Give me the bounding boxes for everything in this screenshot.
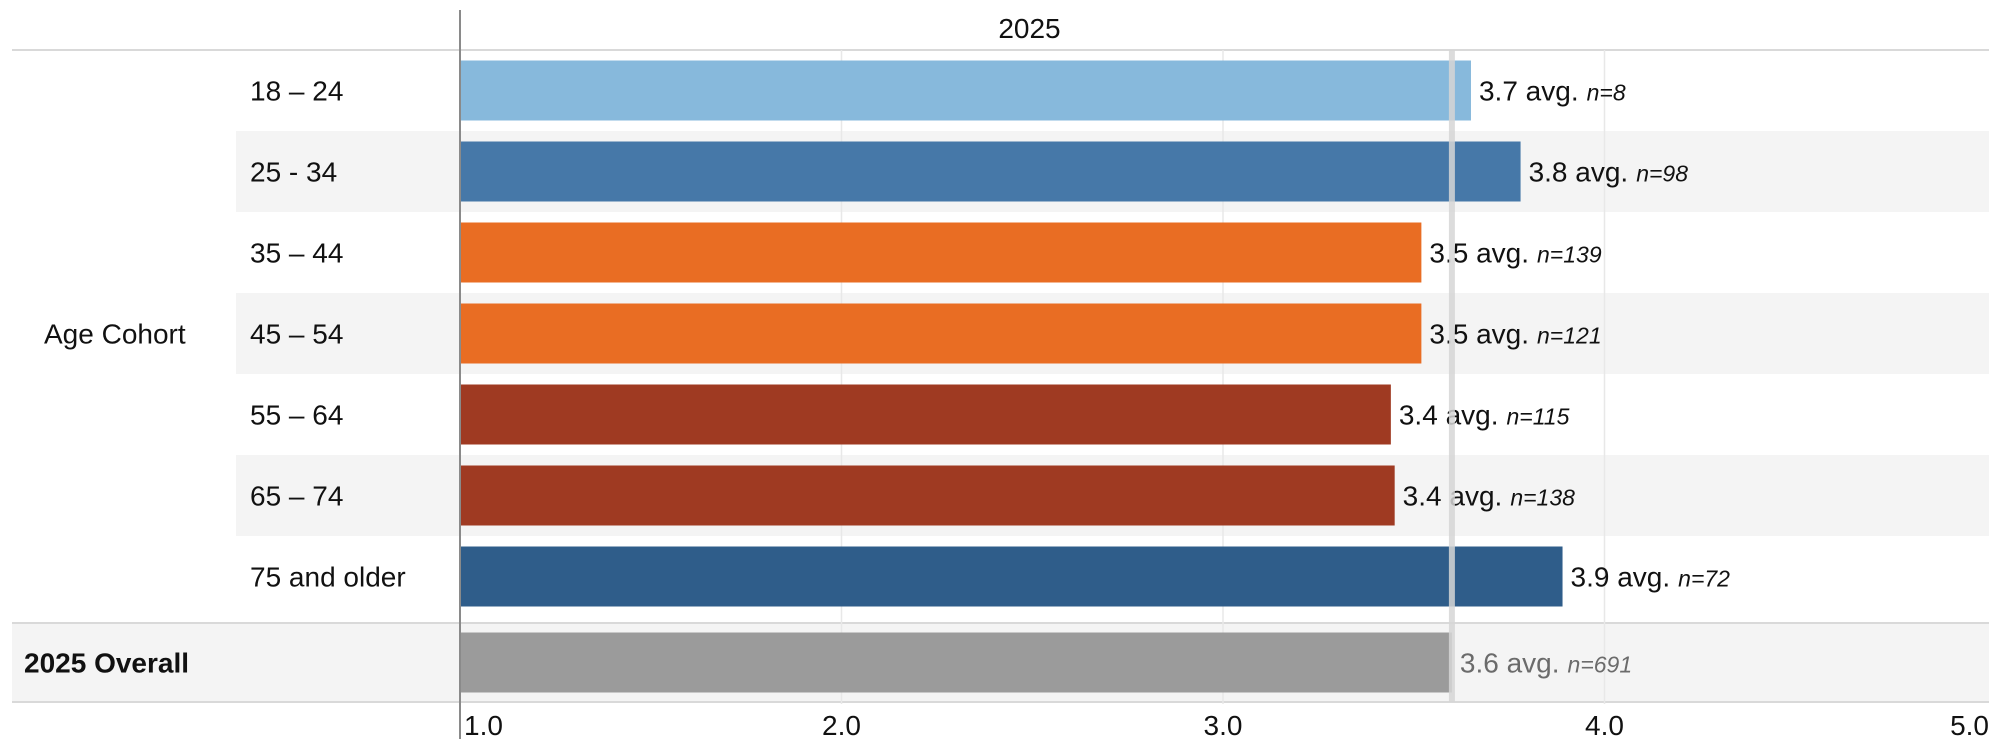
category-label: 65 – 74 — [250, 481, 343, 512]
x-tick-label: 1.0 — [464, 710, 503, 739]
overall-bar — [460, 632, 1452, 693]
value-avg: 3.8 avg. — [1529, 157, 1629, 188]
x-tick-label: 3.0 — [1204, 710, 1243, 739]
value-label: 3.7 avg. n=8 — [1479, 76, 1626, 107]
value-n: n=138 — [1510, 485, 1575, 511]
value-n: n=98 — [1636, 161, 1688, 187]
value-n: n=72 — [1678, 566, 1730, 592]
value-n: n=115 — [1507, 404, 1570, 430]
bar — [460, 465, 1395, 526]
bar — [460, 384, 1391, 445]
overall-label: 2025 Overall — [24, 648, 189, 679]
bar — [460, 303, 1422, 364]
column-header: 2025 — [998, 13, 1060, 44]
category-label: 35 – 44 — [250, 238, 343, 269]
value-label: 3.4 avg. n=138 — [1403, 481, 1575, 512]
value-avg: 3.9 avg. — [1571, 562, 1671, 593]
value-label: 3.8 avg. n=98 — [1529, 157, 1689, 188]
bar — [460, 546, 1563, 607]
overall-value-avg: 3.6 avg. — [1460, 648, 1560, 679]
category-label: 25 - 34 — [250, 157, 337, 188]
category-label: 18 – 24 — [250, 76, 343, 107]
value-avg: 3.5 avg. — [1429, 319, 1529, 350]
bar — [460, 141, 1521, 202]
category-label: 75 and older — [250, 562, 406, 593]
overall-value-n: n=691 — [1568, 652, 1633, 678]
x-tick-label: 2.0 — [822, 710, 861, 739]
value-label: 3.5 avg. n=121 — [1429, 319, 1601, 350]
bar — [460, 222, 1422, 283]
value-label: 3.9 avg. n=72 — [1571, 562, 1731, 593]
value-n: n=8 — [1587, 80, 1626, 106]
value-n: n=139 — [1537, 242, 1602, 268]
bar — [460, 60, 1471, 121]
value-avg: 3.5 avg. — [1429, 238, 1529, 269]
value-avg: 3.4 avg. — [1399, 400, 1499, 431]
category-label: 45 – 54 — [250, 319, 343, 350]
value-label: 3.5 avg. n=139 — [1429, 238, 1601, 269]
x-tick-label: 5.0 — [1950, 710, 1989, 739]
category-label: 55 – 64 — [250, 400, 343, 431]
value-label: 3.4 avg. n=115 — [1399, 400, 1570, 431]
value-avg: 3.7 avg. — [1479, 76, 1579, 107]
value-n: n=121 — [1537, 323, 1602, 349]
group-label: Age Cohort — [44, 319, 186, 350]
x-tick-label: 4.0 — [1585, 710, 1624, 739]
overall-value-label: 3.6 avg. n=691 — [1460, 648, 1632, 679]
